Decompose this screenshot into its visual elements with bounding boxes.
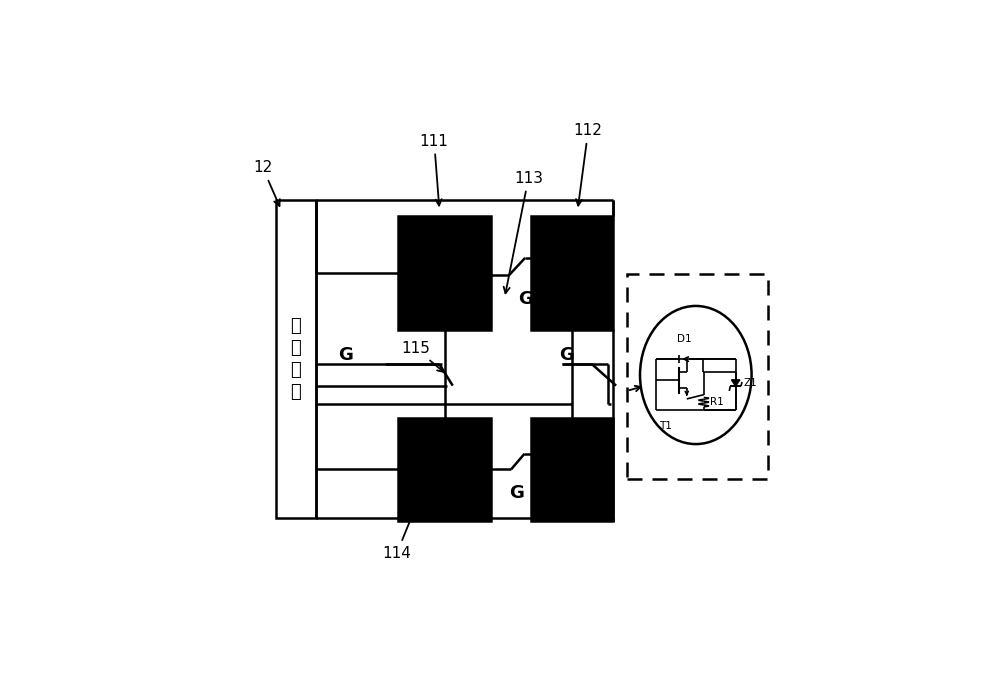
Text: 114: 114 [383, 479, 428, 560]
Bar [627, 274, 768, 479]
Text: 111: 111 [420, 134, 449, 206]
Bar [398, 417, 491, 521]
Text: 12: 12 [253, 160, 280, 206]
Text: G: G [560, 346, 574, 364]
Text: Z1: Z1 [744, 378, 757, 388]
Polygon shape [731, 380, 740, 386]
Text: T1: T1 [659, 421, 672, 431]
Bar [531, 215, 613, 330]
Text: G: G [518, 290, 533, 308]
Ellipse shape [640, 306, 752, 444]
Bar [531, 417, 613, 521]
Bar [276, 199, 316, 518]
Text: G: G [338, 346, 353, 364]
Text: 驱
动
模
块: 驱 动 模 块 [291, 317, 301, 402]
Text: G: G [509, 484, 524, 502]
Text: 112: 112 [574, 123, 603, 206]
Text: 115: 115 [401, 341, 444, 372]
Text: 113: 113 [504, 171, 543, 293]
Text: R1: R1 [710, 397, 724, 407]
Bar [398, 215, 491, 330]
Text: D1: D1 [677, 334, 691, 344]
